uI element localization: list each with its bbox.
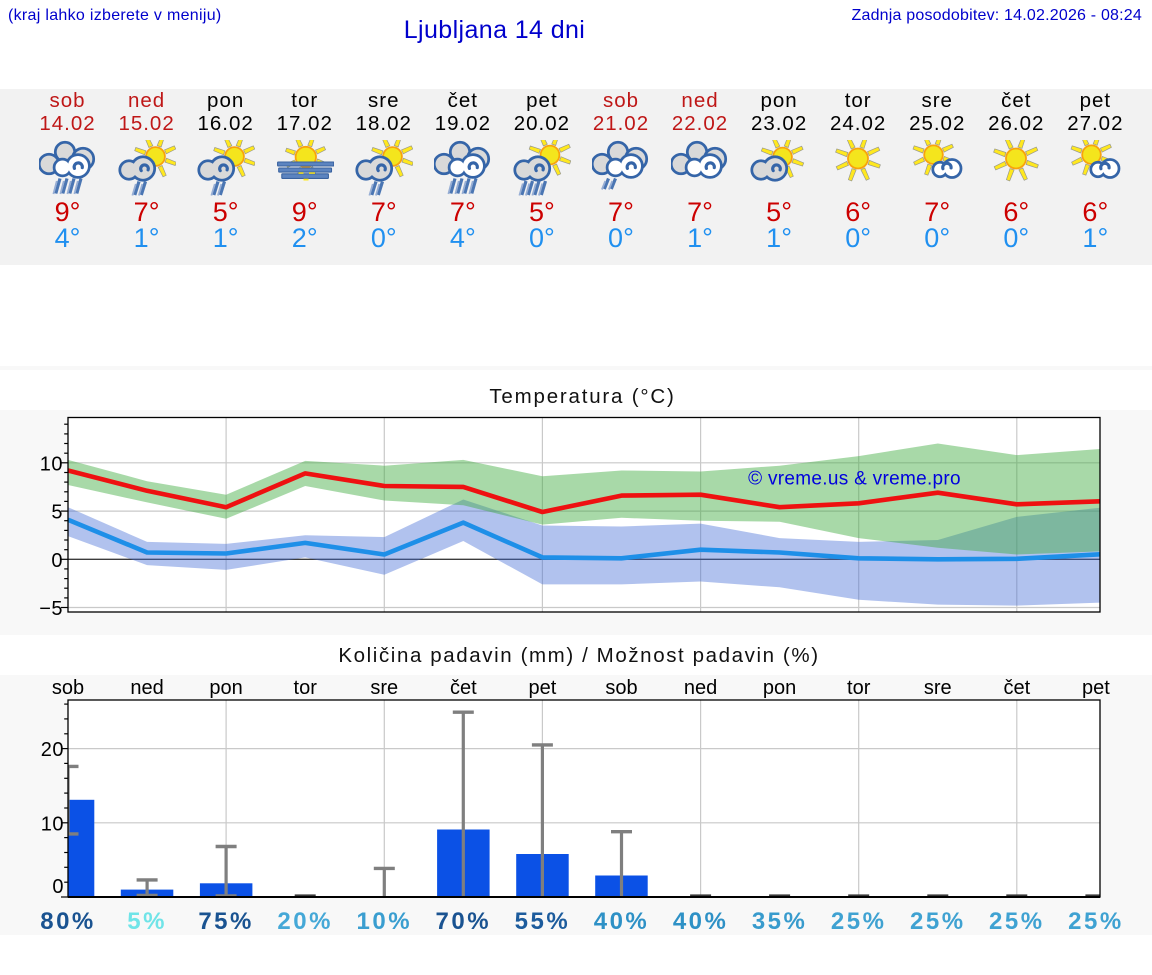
svg-text:25%: 25%: [1068, 908, 1124, 935]
svg-text:tor: tor: [847, 677, 871, 699]
svg-text:5: 5: [51, 502, 63, 524]
svg-text:40%: 40%: [673, 908, 729, 935]
svg-text:−5: −5: [39, 598, 63, 620]
svg-text:sre: sre: [370, 677, 398, 699]
svg-text:ned: ned: [684, 677, 717, 699]
svg-text:© vreme.us & vreme.pro: © vreme.us & vreme.pro: [748, 469, 961, 490]
svg-text:20: 20: [41, 739, 64, 761]
svg-text:pet: pet: [528, 677, 556, 699]
svg-text:tor: tor: [294, 677, 318, 699]
svg-text:pet: pet: [1082, 677, 1110, 699]
svg-text:5%: 5%: [127, 908, 167, 935]
svg-text:čet: čet: [1003, 677, 1030, 699]
svg-text:20%: 20%: [277, 908, 333, 935]
svg-text:80%: 80%: [40, 908, 96, 935]
svg-text:ned: ned: [130, 677, 163, 699]
svg-text:pon: pon: [763, 677, 796, 699]
svg-text:75%: 75%: [198, 908, 254, 935]
svg-text:25%: 25%: [989, 908, 1045, 935]
svg-text:sob: sob: [52, 677, 84, 699]
svg-text:10: 10: [40, 453, 63, 475]
svg-text:25%: 25%: [831, 908, 887, 935]
svg-text:55%: 55%: [515, 908, 571, 935]
svg-text:70%: 70%: [436, 908, 492, 935]
svg-text:25%: 25%: [910, 908, 966, 935]
svg-text:35%: 35%: [752, 908, 808, 935]
svg-text:sre: sre: [924, 677, 952, 699]
svg-text:10: 10: [41, 813, 64, 835]
svg-text:pon: pon: [209, 677, 242, 699]
svg-text:0: 0: [52, 876, 64, 898]
svg-text:0: 0: [51, 550, 63, 572]
svg-text:čet: čet: [450, 677, 477, 699]
svg-text:40%: 40%: [594, 908, 650, 935]
svg-text:sob: sob: [605, 677, 637, 699]
svg-text:10%: 10%: [357, 908, 413, 935]
